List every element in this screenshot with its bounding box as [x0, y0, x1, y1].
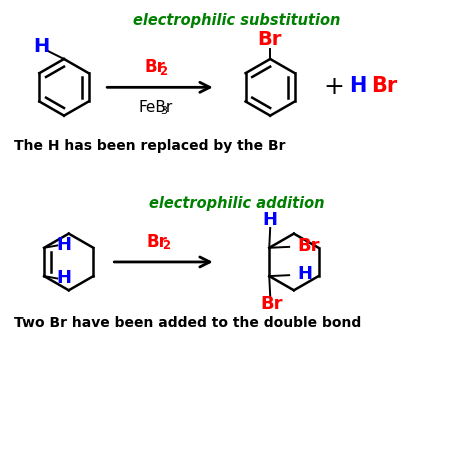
- Text: The H has been replaced by the Br: The H has been replaced by the Br: [14, 139, 286, 153]
- Text: Br: Br: [371, 76, 397, 96]
- Text: 2: 2: [159, 65, 168, 78]
- Text: Br: Br: [257, 30, 282, 49]
- Text: H: H: [298, 265, 313, 283]
- Text: electrophilic substitution: electrophilic substitution: [133, 13, 341, 28]
- Text: FeBr: FeBr: [138, 100, 173, 115]
- Text: electrophilic addition: electrophilic addition: [149, 196, 325, 211]
- Text: +: +: [324, 76, 345, 99]
- Text: 3: 3: [160, 106, 167, 116]
- Text: H: H: [349, 76, 366, 96]
- Text: H: H: [56, 236, 71, 254]
- Text: Br: Br: [298, 237, 320, 255]
- Text: H: H: [56, 270, 71, 287]
- Text: H: H: [34, 37, 50, 56]
- Text: Two Br have been added to the double bond: Two Br have been added to the double bon…: [14, 316, 362, 330]
- Text: Br: Br: [260, 295, 283, 313]
- Text: 2: 2: [162, 239, 170, 253]
- Text: Br: Br: [147, 233, 168, 251]
- Text: Br: Br: [145, 59, 165, 76]
- Text: H: H: [263, 211, 278, 229]
